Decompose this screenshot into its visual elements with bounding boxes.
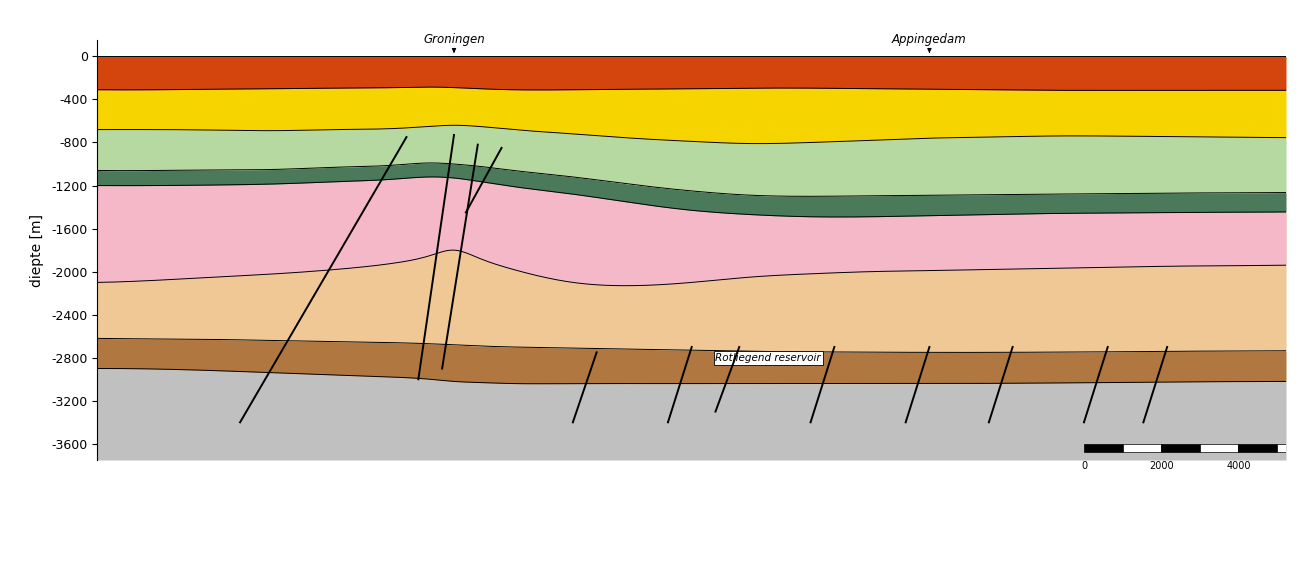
Bar — [1122, 444, 1161, 453]
Text: 4000: 4000 — [1226, 461, 1251, 471]
Text: 0: 0 — [1081, 461, 1087, 471]
Bar — [1161, 444, 1200, 453]
Y-axis label: diepte [m]: diepte [m] — [30, 214, 44, 286]
Text: Rotliegend reservoir: Rotliegend reservoir — [716, 353, 821, 363]
Text: Appingedam: Appingedam — [892, 33, 966, 45]
Bar — [1200, 444, 1238, 453]
Bar — [1238, 444, 1277, 453]
Bar — [1083, 444, 1122, 453]
Text: Groningen: Groningen — [423, 33, 485, 45]
Text: 2000: 2000 — [1148, 461, 1173, 471]
Bar — [1277, 444, 1299, 453]
